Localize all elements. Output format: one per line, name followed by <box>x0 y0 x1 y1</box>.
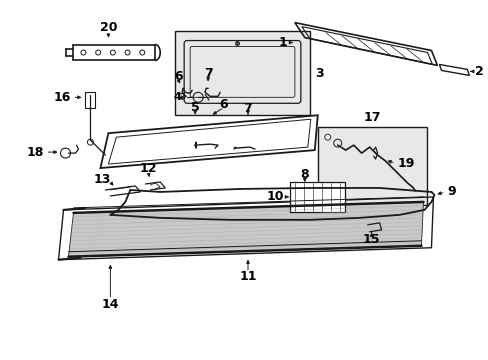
Bar <box>175 31 309 115</box>
Text: 12: 12 <box>139 162 157 175</box>
Text: 10: 10 <box>266 190 284 203</box>
Text: 3: 3 <box>314 67 323 80</box>
Polygon shape <box>68 202 423 257</box>
Text: 7: 7 <box>243 102 252 115</box>
Text: 8: 8 <box>300 167 308 180</box>
Text: 15: 15 <box>362 233 380 246</box>
Text: 5: 5 <box>190 101 199 114</box>
Text: 6: 6 <box>219 98 228 111</box>
Text: 2: 2 <box>474 65 483 78</box>
Text: 18: 18 <box>26 145 43 159</box>
Text: 14: 14 <box>102 298 119 311</box>
Text: 9: 9 <box>447 185 455 198</box>
Text: 7: 7 <box>203 67 212 80</box>
Text: 4: 4 <box>173 92 181 102</box>
Text: 6: 6 <box>174 70 182 83</box>
Bar <box>85 92 95 108</box>
Text: 16: 16 <box>54 91 71 104</box>
Text: 11: 11 <box>239 270 256 283</box>
Text: 13: 13 <box>94 172 111 185</box>
Text: 1: 1 <box>278 36 286 49</box>
Text: 20: 20 <box>100 21 117 34</box>
Text: 17: 17 <box>363 111 381 124</box>
Bar <box>289 182 344 212</box>
Bar <box>317 127 427 205</box>
Text: 19: 19 <box>397 157 414 170</box>
